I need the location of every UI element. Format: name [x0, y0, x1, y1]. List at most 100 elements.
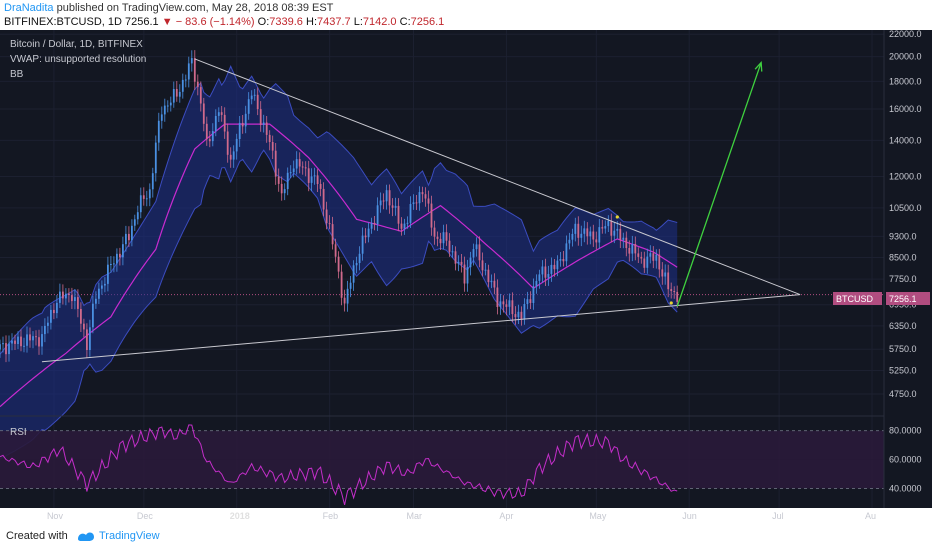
y-tick-label: 4750.0: [889, 389, 917, 399]
candle-body: [205, 123, 208, 140]
candle-body: [101, 285, 103, 289]
candle-body: [412, 202, 415, 204]
candle-body: [247, 99, 250, 114]
candle-body: [631, 244, 634, 254]
symbol-tag-text: BTCUSD: [836, 294, 874, 304]
candle-body: [658, 254, 661, 270]
candle-body: [589, 231, 592, 237]
candle-body: [223, 114, 226, 132]
candle-body: [131, 225, 133, 241]
candle-body: [304, 167, 307, 169]
candle-body: [122, 244, 124, 258]
low-value: 7142.0: [362, 16, 397, 28]
candle-body: [220, 112, 223, 115]
candle-body: [451, 251, 454, 253]
candle-body: [592, 231, 595, 240]
candle-body: [334, 244, 337, 257]
candle-body: [481, 260, 484, 271]
candle-body: [71, 295, 73, 302]
candle-body: [610, 220, 613, 236]
candle-body: [229, 154, 232, 160]
candle-body: [337, 256, 340, 272]
candle-body: [17, 336, 19, 344]
rsi-tick-label: 80.0000: [889, 426, 922, 436]
symbol-tag: [833, 292, 882, 305]
candle-body: [418, 192, 421, 204]
candle-body: [352, 265, 355, 283]
candle-body: [523, 304, 526, 320]
candle-body: [409, 204, 412, 223]
candle-body: [262, 122, 265, 125]
candle-body: [331, 224, 334, 245]
candle-body: [295, 159, 298, 169]
candle-body: [154, 142, 157, 174]
bollinger-upper: [0, 65, 678, 355]
candle-body: [382, 200, 385, 202]
candle-body: [505, 304, 508, 307]
candle-body: [571, 233, 574, 240]
candle-body: [298, 159, 301, 167]
candle-body: [47, 322, 49, 326]
candle-body: [466, 267, 469, 284]
candle-body: [35, 336, 37, 338]
footer: Created with TradingView: [0, 522, 932, 550]
y-tick-label: 5750.0: [889, 344, 917, 354]
publish-line: DraNadita published on TradingView.com, …: [4, 2, 333, 14]
candle-body: [322, 188, 325, 210]
candle-body: [547, 274, 550, 278]
candle-body: [11, 340, 13, 344]
candle-body: [59, 291, 61, 303]
candle-body: [256, 94, 259, 110]
candle-body: [430, 203, 433, 228]
open-label: O:: [257, 16, 270, 28]
candle-body: [65, 293, 67, 299]
candle-body: [253, 94, 256, 96]
candle-body: [211, 131, 214, 142]
price-axis-background[interactable]: [884, 30, 932, 508]
candle-body: [208, 139, 211, 142]
candle-body: [193, 58, 196, 82]
rsi-tick-label: 40.0000: [889, 483, 922, 493]
tradingview-brand-link[interactable]: TradingView: [99, 530, 160, 542]
candle-body: [487, 269, 490, 283]
candle-body: [77, 297, 79, 309]
candle-body: [502, 301, 505, 305]
candle-body: [388, 190, 391, 206]
author-link[interactable]: DraNadita: [4, 2, 54, 14]
marker-dot: [669, 301, 673, 305]
candle-body: [265, 122, 268, 135]
candle-body: [50, 309, 52, 323]
candle-body: [508, 300, 511, 307]
candle-body: [44, 325, 46, 335]
candle-body: [98, 288, 100, 299]
trendline-upper: [194, 58, 801, 296]
rsi-band: [0, 459, 884, 489]
candle-body: [490, 280, 493, 283]
price-chart[interactable]: Nov Dec 2018 Feb Mar Apr May Jun Jul Au 22000.0 200…: [0, 29, 932, 522]
candle-body: [607, 220, 610, 227]
candle-body: [355, 263, 358, 266]
candle-body: [625, 237, 628, 248]
candle-body: [178, 91, 181, 97]
candle-body: [397, 205, 400, 224]
candle-body: [196, 81, 199, 88]
candle-body: [2, 343, 4, 345]
candle-body: [20, 336, 22, 347]
candle-body: [83, 323, 85, 330]
x-tick-label: Feb: [323, 511, 339, 521]
candle-body: [643, 258, 646, 268]
candle-body: [145, 198, 148, 200]
candle-body: [628, 248, 631, 254]
candle-body: [92, 303, 94, 328]
candle-body: [346, 288, 349, 304]
y-tick-label: 16000.0: [889, 104, 922, 114]
candle-body: [226, 131, 229, 155]
candle-body: [250, 95, 253, 100]
candle-body: [235, 138, 238, 152]
candle-body: [433, 227, 436, 237]
chart-area[interactable]: Nov Dec 2018 Feb Mar Apr May Jun Jul Au 22000.0 200…: [0, 29, 932, 522]
y-tick-label: 6350.0: [889, 321, 917, 331]
y-tick-label: 14000.0: [889, 135, 922, 145]
x-tick-label: Dec: [137, 511, 154, 521]
candle-body: [532, 286, 535, 303]
